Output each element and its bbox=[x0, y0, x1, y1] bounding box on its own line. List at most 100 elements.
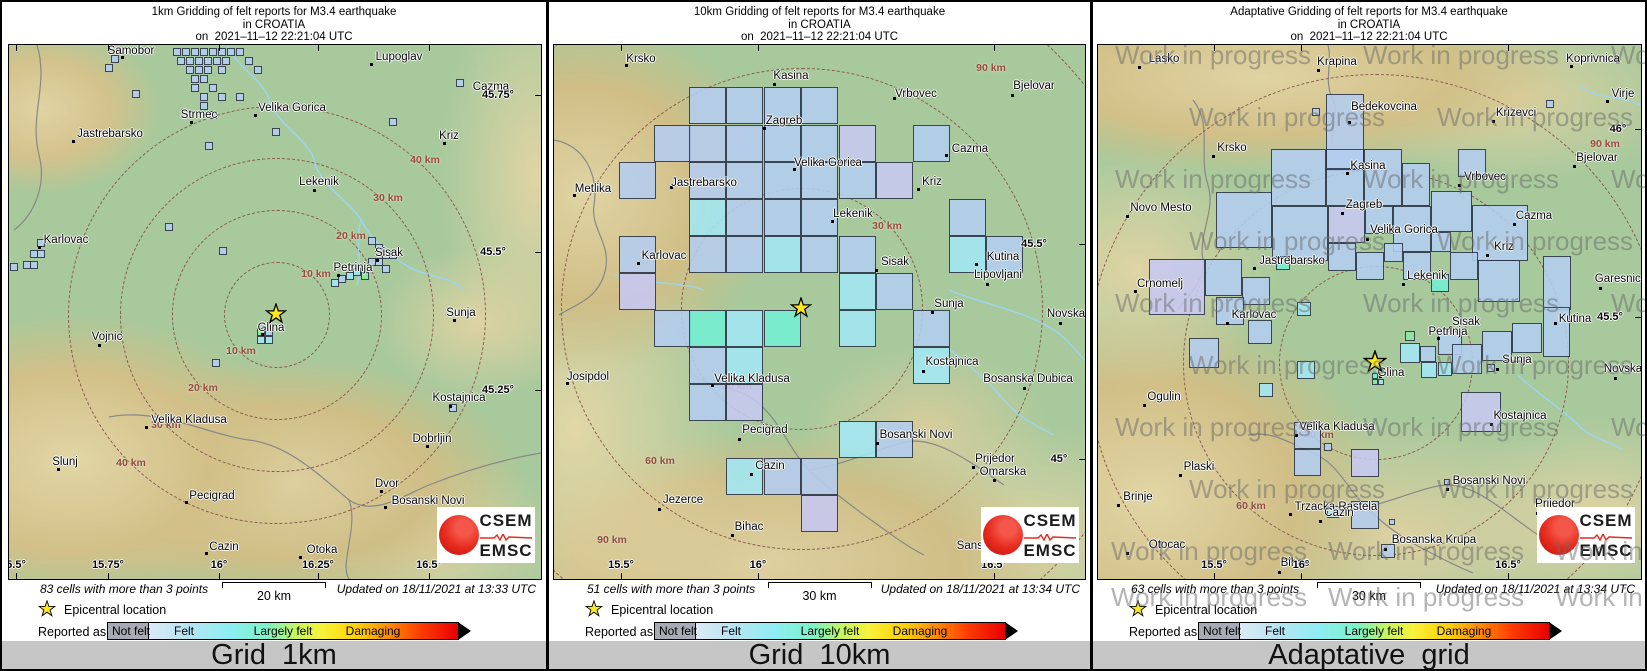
city-label: Karlovac bbox=[641, 250, 687, 262]
updated-timestamp: Updated on 18/11/2021 at 13:34 UTC bbox=[880, 582, 1080, 596]
grid-cell bbox=[1438, 331, 1462, 355]
grid-cell bbox=[689, 310, 726, 347]
city-dot bbox=[670, 186, 673, 189]
grid-cell bbox=[1431, 191, 1472, 232]
city-label: Jezerce bbox=[662, 494, 704, 506]
grid-cell bbox=[1546, 100, 1554, 108]
updated-timestamp: Updated on 18/11/2021 at 13:33 UTC bbox=[336, 582, 536, 596]
title-line-1: 1km Gridding of felt reports for M3.4 ea… bbox=[151, 6, 397, 18]
city-dot bbox=[1570, 65, 1573, 68]
city-label: Samobor bbox=[107, 45, 155, 57]
epicenter-star bbox=[790, 297, 812, 319]
grid-cell bbox=[1324, 443, 1332, 451]
city-label: Josipdol bbox=[566, 371, 610, 383]
city-label: Jastrebarsko bbox=[671, 177, 737, 189]
city-label: Koprivnica bbox=[1566, 53, 1620, 65]
longitude-label: 16° bbox=[1292, 559, 1310, 571]
scale-label: 20 km bbox=[256, 589, 292, 603]
city-label: Kostajnica bbox=[1493, 410, 1547, 422]
intensity-color-scale: Not felt Felt Largely felt Damaging bbox=[654, 622, 1006, 640]
city-label: Kostajnica bbox=[925, 356, 979, 368]
grid-cell bbox=[195, 57, 203, 65]
grid-cell bbox=[1294, 449, 1321, 476]
logo-line-2: EMSC bbox=[1579, 540, 1633, 560]
city-label: Zagreb bbox=[765, 115, 803, 127]
longitude-label: 15.5° bbox=[1201, 559, 1227, 571]
city-label: Bjelovar bbox=[1576, 152, 1618, 164]
city-dot bbox=[1346, 172, 1349, 175]
longitude-tick bbox=[621, 45, 622, 51]
longitude-tick bbox=[758, 573, 759, 579]
city-label: Omarska bbox=[979, 466, 1027, 478]
latitude-label: 46° bbox=[1609, 123, 1627, 135]
ring-distance-label: 20 km bbox=[336, 230, 366, 242]
city-dot bbox=[1226, 322, 1229, 325]
legend-not-felt: Not felt bbox=[112, 624, 151, 638]
not-felt-segment bbox=[108, 623, 149, 639]
grid-cell bbox=[1272, 206, 1328, 261]
city-label: Crnomelj bbox=[1136, 278, 1184, 290]
grid-cell bbox=[1421, 362, 1437, 378]
longitude-tick bbox=[1301, 573, 1302, 579]
city-dot bbox=[773, 83, 776, 86]
city-dot bbox=[72, 140, 75, 143]
city-dot bbox=[931, 311, 934, 314]
city-dot bbox=[1449, 326, 1452, 329]
city-label: Velika Kladusa bbox=[1299, 421, 1375, 433]
grid-cell bbox=[368, 237, 376, 245]
city-dot bbox=[205, 552, 208, 555]
city-label: Velika Gorica bbox=[794, 157, 862, 169]
reported-as-label: Reported as: bbox=[1129, 625, 1201, 639]
grid-cell bbox=[1543, 256, 1571, 310]
city-label: Sunja bbox=[1502, 354, 1532, 366]
ring-distance-label: 90 km bbox=[597, 534, 627, 546]
title-line-2: in CROATIA bbox=[1337, 18, 1401, 31]
ring-distance-label: 30 km bbox=[151, 419, 181, 431]
grid-cell bbox=[227, 48, 235, 56]
city-label: Cazma bbox=[951, 143, 989, 155]
city-label: Pecigrad bbox=[742, 424, 788, 436]
city-label: Bosanski Novi bbox=[391, 495, 465, 507]
ring-distance-label: 40 km bbox=[410, 154, 440, 166]
city-label: Kriz bbox=[922, 176, 942, 188]
ring-distance-label: 10 km bbox=[226, 345, 256, 357]
city-label: Dobrljin bbox=[412, 433, 452, 445]
intensity-color-scale: Not felt Felt Largely felt Damaging bbox=[1198, 622, 1550, 640]
city-label: Metlika bbox=[574, 183, 612, 195]
grid-cell bbox=[1149, 259, 1205, 315]
city-dot bbox=[261, 333, 264, 336]
grid-cell bbox=[726, 347, 763, 384]
grid-cell bbox=[204, 66, 212, 74]
city-dot bbox=[1496, 368, 1499, 371]
title-line-3: on 2021–11–12 22:21:04 UTC bbox=[740, 31, 899, 44]
grid-cell bbox=[1381, 544, 1395, 558]
not-felt-segment bbox=[655, 623, 696, 639]
grid-cell bbox=[219, 247, 227, 255]
grid-cell bbox=[726, 199, 763, 236]
grid-cell bbox=[200, 102, 208, 110]
city-label: Kutina bbox=[1558, 313, 1592, 325]
cells-count-note: 63 cells with more than 3 points bbox=[1131, 582, 1300, 596]
city-dot bbox=[1319, 520, 1322, 523]
title-line-1: Adaptative Gridding of felt reports for … bbox=[1230, 6, 1508, 18]
grid-cell bbox=[1372, 373, 1378, 379]
grid-cell bbox=[1297, 361, 1315, 379]
grid-cell bbox=[186, 66, 194, 74]
map-grid-1km[interactable]: CSEM EMSC 10 km 20 km 30 km 40 km 10 km 20 km… bbox=[8, 44, 542, 580]
legend-largely-felt: Largely felt bbox=[1344, 624, 1404, 638]
grid-cell bbox=[839, 273, 876, 310]
latitude-label: 45.5° bbox=[480, 246, 506, 258]
grid-cell bbox=[1472, 205, 1528, 261]
epicenter-star-icon bbox=[1129, 600, 1147, 617]
legend-felt: Felt bbox=[1264, 624, 1286, 638]
scale-arrow bbox=[1549, 622, 1562, 640]
grid-cell bbox=[726, 162, 763, 199]
longitude-tick bbox=[429, 573, 430, 579]
city-label: Velika Kladusa bbox=[714, 373, 790, 385]
emsc-globe-icon bbox=[983, 515, 1023, 555]
city-dot bbox=[1341, 212, 1344, 215]
legend-largely-felt: Largely felt bbox=[253, 624, 313, 638]
legend-damaging: Damaging bbox=[892, 624, 948, 638]
